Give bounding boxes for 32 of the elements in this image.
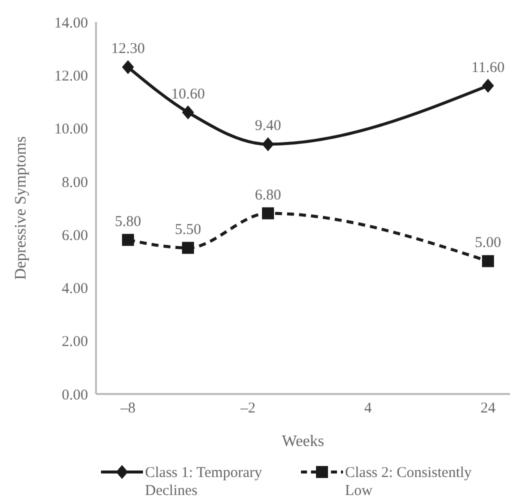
y-tick-label: 12.00 [54, 68, 88, 84]
data-label: 5.00 [474, 235, 502, 252]
data-label: 12.30 [111, 41, 145, 58]
y-tick-label: 6.00 [62, 228, 88, 244]
x-axis-title: Weeks [282, 433, 324, 450]
x-tick-label: 4 [364, 400, 372, 417]
y-tick-label: 14.00 [54, 15, 88, 32]
y-tick-label: 0.00 [62, 387, 88, 404]
y-tick-label: 10.00 [54, 122, 88, 138]
y-tick-label: 2.00 [62, 334, 88, 350]
point [122, 234, 134, 246]
x-tick-label: 24 [480, 400, 496, 417]
point [262, 207, 274, 220]
y-tick-label: 4.00 [62, 281, 88, 298]
data-label: 5.50 [174, 222, 202, 238]
point [482, 255, 494, 268]
x-tick-label: –8 [120, 400, 136, 417]
data-label: 9.40 [254, 118, 282, 134]
legend-label: Class 2: Consistently Low [345, 464, 473, 500]
point [182, 105, 194, 120]
data-label: 5.80 [114, 214, 142, 230]
data-label: 6.80 [254, 187, 282, 204]
legend-label: Class 1: Temporary Declines [145, 464, 263, 500]
point [182, 242, 194, 254]
point [482, 78, 494, 93]
point [122, 60, 134, 74]
data-label: 10.60 [171, 86, 205, 102]
x-tick-label: –2 [240, 400, 256, 417]
y-tick-label: 8.00 [62, 174, 88, 191]
data-label: 11.60 [471, 60, 505, 76]
point [262, 137, 274, 152]
y-axis-title: Depressive Symptoms [12, 136, 30, 280]
